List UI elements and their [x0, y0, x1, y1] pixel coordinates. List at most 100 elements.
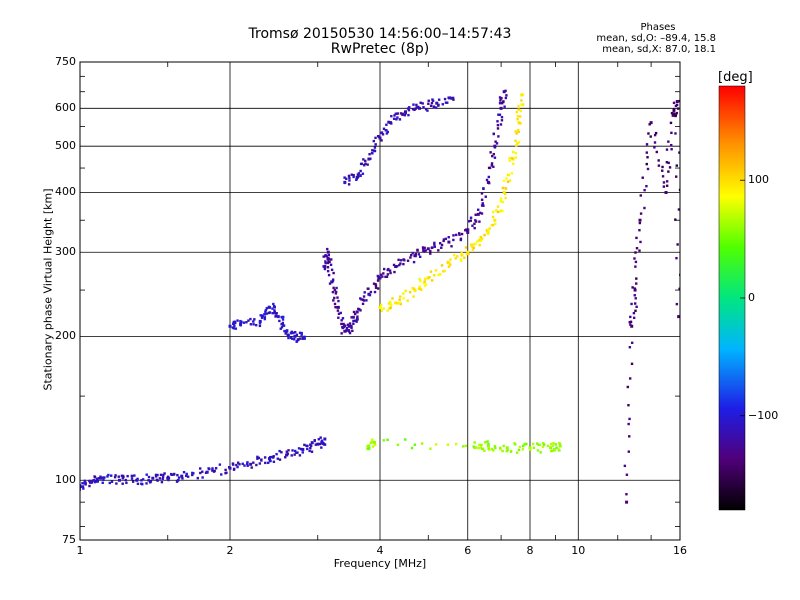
trace-point — [260, 459, 263, 462]
trace-point — [467, 220, 471, 223]
x-axis-label: Frequency [MHz] — [333, 557, 427, 570]
trace-point — [630, 362, 634, 366]
trace-point — [364, 159, 367, 163]
trace-point — [452, 238, 455, 242]
trace-point — [82, 487, 85, 490]
chart-title: Tromsø 20150530 14:56:00–14:57:43 — [248, 26, 512, 42]
trace-point — [507, 173, 511, 177]
trace-point — [424, 108, 428, 111]
trace-point — [506, 180, 510, 183]
trace-point — [278, 449, 281, 453]
trace-point — [337, 316, 340, 319]
trace-point — [110, 480, 114, 483]
trace-point — [438, 242, 442, 245]
trace-point — [492, 210, 495, 214]
trace-point — [117, 475, 120, 478]
trace-point — [387, 267, 390, 271]
trace-point — [518, 445, 522, 449]
trace-point — [500, 119, 504, 122]
trace-point — [399, 259, 403, 262]
trace-point — [499, 99, 502, 102]
trace-point — [340, 332, 343, 335]
trace-point — [126, 474, 129, 478]
trace-point — [258, 319, 262, 323]
trace-point — [413, 288, 417, 292]
trace-point — [498, 102, 502, 105]
trace-point — [281, 321, 285, 325]
trace-point — [480, 212, 484, 215]
trace-point — [177, 476, 181, 479]
trace-point — [469, 219, 472, 222]
trace-point — [465, 228, 469, 232]
trace-point — [670, 143, 673, 147]
trace-point — [382, 272, 385, 275]
trace-point — [464, 246, 468, 249]
trace-point — [412, 103, 415, 106]
trace-point — [440, 246, 443, 249]
trace-point — [161, 476, 165, 479]
trace-point — [487, 181, 490, 184]
trace-point — [655, 150, 658, 154]
trace-point — [303, 337, 306, 340]
trace-point — [434, 443, 438, 446]
trace-point — [504, 196, 507, 200]
trace-point — [265, 307, 269, 310]
trace-point — [355, 310, 359, 314]
trace-point — [323, 437, 327, 441]
trace-point — [340, 319, 343, 322]
trace-point — [645, 151, 648, 154]
trace-point — [371, 445, 375, 448]
trace-point — [419, 101, 422, 104]
trace-point — [361, 298, 365, 301]
trace-point — [625, 500, 629, 504]
y-tick-label: 300 — [55, 245, 76, 259]
trace-point — [433, 274, 436, 277]
trace-point — [675, 164, 678, 167]
trace-point — [490, 447, 494, 451]
trace-point — [417, 106, 421, 110]
trace-point — [361, 172, 365, 175]
trace-point — [418, 277, 421, 281]
trace-point — [516, 117, 519, 121]
trace-point — [268, 459, 272, 463]
trace-point — [502, 100, 505, 104]
trace-point — [492, 152, 495, 156]
trace-point — [410, 446, 414, 450]
trace-point — [296, 451, 299, 454]
trace-point — [379, 273, 383, 276]
trace-point — [253, 318, 256, 321]
trace-point — [427, 102, 430, 105]
trace-point — [154, 475, 158, 478]
trace-point — [363, 164, 366, 167]
trace-point — [479, 235, 482, 239]
trace-point — [252, 320, 255, 323]
trace-point — [103, 476, 106, 479]
trace-point — [278, 319, 281, 323]
trace-point — [634, 251, 637, 254]
trace-point — [378, 276, 382, 280]
trace-point — [326, 250, 330, 254]
trace-point — [419, 279, 422, 283]
trace-point — [677, 315, 680, 319]
trace-point — [234, 321, 237, 325]
trace-point — [478, 220, 481, 223]
trace-point — [258, 462, 262, 465]
trace-point — [469, 243, 473, 246]
trace-point — [437, 249, 440, 252]
trace-point — [147, 475, 151, 479]
trace-point — [459, 259, 463, 262]
trace-point — [285, 329, 289, 333]
trace-point — [634, 309, 637, 312]
trace-point — [499, 123, 503, 126]
trace-point — [399, 112, 403, 115]
trace-point — [336, 305, 340, 309]
trace-point — [385, 132, 389, 135]
trace-point — [347, 174, 351, 178]
trace-point — [161, 478, 164, 481]
trace-point — [404, 112, 407, 115]
trace-point — [97, 477, 101, 480]
trace-point — [359, 297, 362, 300]
trace-point — [674, 132, 677, 135]
trace-point — [447, 261, 451, 265]
trace-point — [293, 449, 297, 453]
